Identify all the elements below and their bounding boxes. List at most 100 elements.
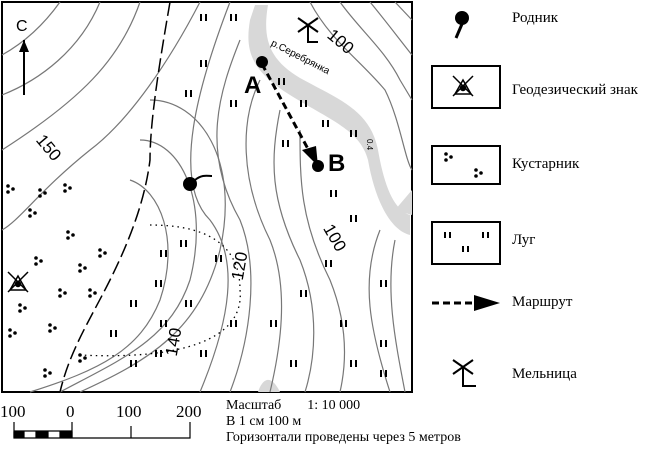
meadow-symbol [278,78,280,85]
shrub-symbol [88,294,92,298]
shrub-symbol [78,263,82,267]
shrub-symbol [103,251,107,255]
shrub-symbol [58,288,62,292]
scale-info: Масштаб 1: 10 000 В 1 см 100 м Горизонтал… [226,398,461,446]
meadow-symbol [327,120,329,127]
meadow-symbol [190,90,192,97]
spring-icon [183,174,213,191]
shrub-symbol [68,186,72,190]
route-arrow-icon [432,295,500,311]
meadow-symbol [235,320,237,327]
contour-lines [1,1,413,393]
shrub-icon [431,145,501,185]
meadow-symbol [230,14,232,21]
north-label: С [16,18,28,35]
road [59,1,171,393]
shrub-symbol [48,371,52,375]
shrub-symbol [71,233,75,237]
shrub-symbol [53,326,57,330]
meadow-symbol [355,130,357,137]
shrub-symbol [78,269,82,273]
shrub-symbol [11,187,15,191]
meadow-symbol [215,255,217,262]
meadow-symbol [335,190,337,197]
meadow-symbol [295,360,297,367]
river-width-label: 0.4 [365,138,375,151]
meadow-symbol [200,350,202,357]
meadow-symbol [350,130,352,137]
route-arrow-icon [260,63,318,166]
shrub-symbol [78,359,82,363]
scale-tick: 0 [66,402,75,421]
shrub-symbol [33,211,37,215]
shrub-symbol [18,309,22,313]
legend-meadow: Луг [512,232,536,248]
north-arrow [19,40,29,95]
shrub-symbol [78,353,82,357]
meadow-symbol [305,290,307,297]
shrub-symbol [6,184,10,188]
meadow-symbol [135,300,137,307]
scale-ratio: 1: 10 000 [307,398,361,413]
meadow-symbol [165,250,167,257]
shrub-symbol [43,191,47,195]
meadow-symbol [115,330,117,337]
meadow-symbol [385,280,387,287]
shrub-symbol [18,303,22,307]
meadow-symbol [155,350,157,357]
shrub-symbol [39,259,43,263]
scale-tick: 100 [0,402,26,421]
shrub-symbol [34,262,38,266]
shrub-symbol [34,256,38,260]
meadow-symbol [275,320,277,327]
map-area [1,1,413,393]
shrub-symbol [13,331,17,335]
meadow-symbol [205,350,207,357]
meadow-symbol [165,320,167,327]
shrub-symbol [43,368,47,372]
meadow-symbol [380,340,382,347]
meadow-symbol [185,240,187,247]
meadow-symbol [380,370,382,377]
point-a-marker [256,56,268,68]
legend [431,11,501,387]
geodetic-sign-icon [452,75,474,97]
meadow-symbol [305,100,307,107]
mill-icon [297,17,319,43]
mill-icon [452,359,476,387]
scale-per-cm: В 1 см 100 м [226,414,302,429]
meadow-symbol [220,255,222,262]
legend-spring: Родник [512,10,559,26]
geodetic-sign-icon [7,271,29,293]
shrub-symbol [48,329,52,333]
meadow-symbol [190,300,192,307]
point-a-label: A [244,72,262,99]
shrub-symbol [6,190,10,194]
shrub-symbol [63,291,67,295]
meadow-symbol [230,100,232,107]
meadow-symbol [385,370,387,377]
shrub-symbol [38,188,42,192]
shrub-symbol [63,189,67,193]
shrub-symbol [48,323,52,327]
meadow-symbol [385,340,387,347]
shrub-symbol [66,236,70,240]
meadow-symbol [322,120,324,127]
meadow-symbol [330,260,332,267]
shrub-symbol [66,230,70,234]
shrub-symbol [23,306,27,310]
meadow-symbol [350,215,352,222]
meadow-symbol [230,320,232,327]
meadow-symbol [200,14,202,21]
shrub-symbol [83,356,87,360]
meadow-icon [431,221,501,265]
shrub-symbol [8,328,12,332]
meadow-symbol [155,280,157,287]
shrub-symbol [88,288,92,292]
shrub-symbol [98,254,102,258]
meadow-symbol [185,300,187,307]
meadow-symbol [235,100,237,107]
meadow-symbol [200,60,202,67]
point-b-marker [312,160,324,172]
